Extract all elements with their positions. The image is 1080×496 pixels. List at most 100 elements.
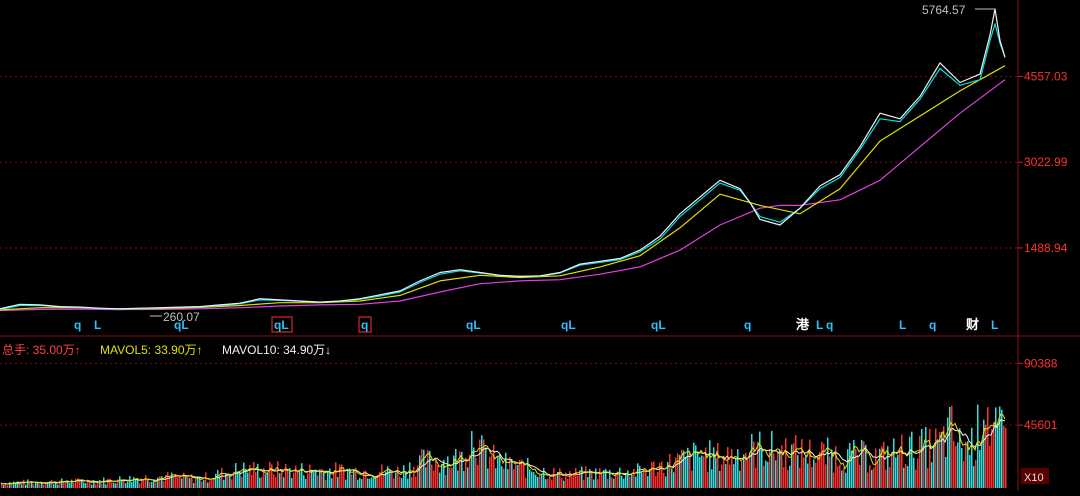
price-tick-label: 1488.94 <box>1024 241 1068 255</box>
volume-bar <box>383 473 385 488</box>
volume-bar <box>593 479 595 488</box>
volume-bar <box>871 469 873 488</box>
volume-bar <box>865 444 867 488</box>
volume-bar <box>845 472 847 488</box>
volume-bar <box>347 468 349 488</box>
event-marker[interactable]: L <box>94 318 101 332</box>
volume-bar <box>13 481 15 488</box>
volume-bar <box>965 441 967 488</box>
volume-bar <box>669 454 671 488</box>
event-marker[interactable]: L <box>991 318 998 332</box>
event-marker[interactable]: 港 <box>796 317 810 332</box>
volume-bar <box>505 452 507 488</box>
volume-bar <box>803 457 805 488</box>
volume-bar <box>421 449 423 488</box>
volume-bar <box>79 479 81 488</box>
volume-bar <box>777 451 779 488</box>
volume-bar <box>687 447 689 488</box>
volume-bar <box>807 463 809 488</box>
volume-bar <box>245 468 247 488</box>
event-marker[interactable]: q <box>744 318 751 332</box>
event-marker[interactable]: q <box>826 318 833 332</box>
volume-bar <box>603 470 605 488</box>
volume-bar <box>513 469 515 488</box>
event-marker[interactable]: L <box>899 318 906 332</box>
volume-bar <box>971 427 973 488</box>
volume-bar <box>539 474 541 488</box>
high-label: 5764.57 <box>922 3 966 17</box>
volume-bar <box>707 471 709 488</box>
volume-bar <box>135 479 137 488</box>
volume-bar <box>197 476 199 488</box>
event-marker[interactable]: qL <box>174 318 189 332</box>
volume-bar <box>627 470 629 488</box>
volume-bar <box>529 469 531 488</box>
volume-bar <box>73 483 75 488</box>
volume-bar <box>921 429 923 488</box>
volume-bar <box>61 478 63 488</box>
volume-bar <box>163 481 165 488</box>
volume-bar <box>949 407 951 488</box>
volume-bar <box>215 473 217 488</box>
volume-bar <box>805 454 807 488</box>
volume-bar <box>161 476 163 488</box>
volume-bar <box>1005 427 1007 488</box>
event-marker[interactable]: 财 <box>966 317 979 332</box>
event-marker[interactable]: L <box>816 318 823 332</box>
event-marker[interactable]: qL <box>274 318 289 332</box>
volume-bar <box>419 455 421 488</box>
volume-bar <box>371 477 373 488</box>
volume-bar <box>479 439 481 488</box>
volume-bar <box>903 467 905 488</box>
volume-bar <box>587 477 589 488</box>
event-marker[interactable]: q <box>929 318 936 332</box>
volume-bar <box>461 451 463 488</box>
volume-bar <box>235 463 237 488</box>
volume-bar <box>885 469 887 488</box>
volume-bar <box>83 482 85 488</box>
volume-bar <box>795 435 797 488</box>
volume-bar <box>401 478 403 488</box>
volume-bar <box>549 475 551 488</box>
volume-bar <box>167 472 169 488</box>
volume-bar <box>407 478 409 488</box>
volume-bar <box>623 478 625 488</box>
volume-bar <box>341 464 343 488</box>
volume-bar <box>57 484 59 488</box>
volume-bar <box>683 450 685 488</box>
volume-bar <box>33 484 35 488</box>
event-marker[interactable]: qL <box>561 318 576 332</box>
volume-bar <box>785 438 787 488</box>
volume-bar <box>261 476 263 488</box>
volume-bar <box>823 443 825 488</box>
volume-bar <box>455 449 457 488</box>
volume-bar <box>471 431 473 488</box>
volume-bar <box>369 478 371 488</box>
volume-bar <box>595 468 597 488</box>
event-marker[interactable]: qL <box>466 318 481 332</box>
event-marker[interactable]: q <box>74 318 81 332</box>
volume-bar <box>5 483 7 488</box>
volume-bar <box>827 437 829 488</box>
volume-bar <box>7 485 9 488</box>
event-marker[interactable]: qL <box>651 318 666 332</box>
volume-bar <box>543 468 545 488</box>
event-marker-box <box>271 316 293 333</box>
volume-bar <box>139 483 141 488</box>
volume-bar <box>893 438 895 488</box>
volume-bar <box>501 466 503 488</box>
volume-bar <box>939 432 941 488</box>
volume-bar <box>817 455 819 488</box>
event-marker[interactable]: q <box>361 318 368 332</box>
volume-bar <box>625 473 627 488</box>
price-axis: 4557.03 3022.99 1488.94 <box>1018 69 1068 255</box>
volume-bar <box>765 460 767 488</box>
volume-tick-label: 90388 <box>1024 356 1058 370</box>
volume-bar <box>493 444 495 488</box>
volume-bar <box>297 471 299 488</box>
volume-bar <box>111 482 113 488</box>
volume-bar <box>605 469 607 488</box>
volume-bar <box>373 478 375 488</box>
